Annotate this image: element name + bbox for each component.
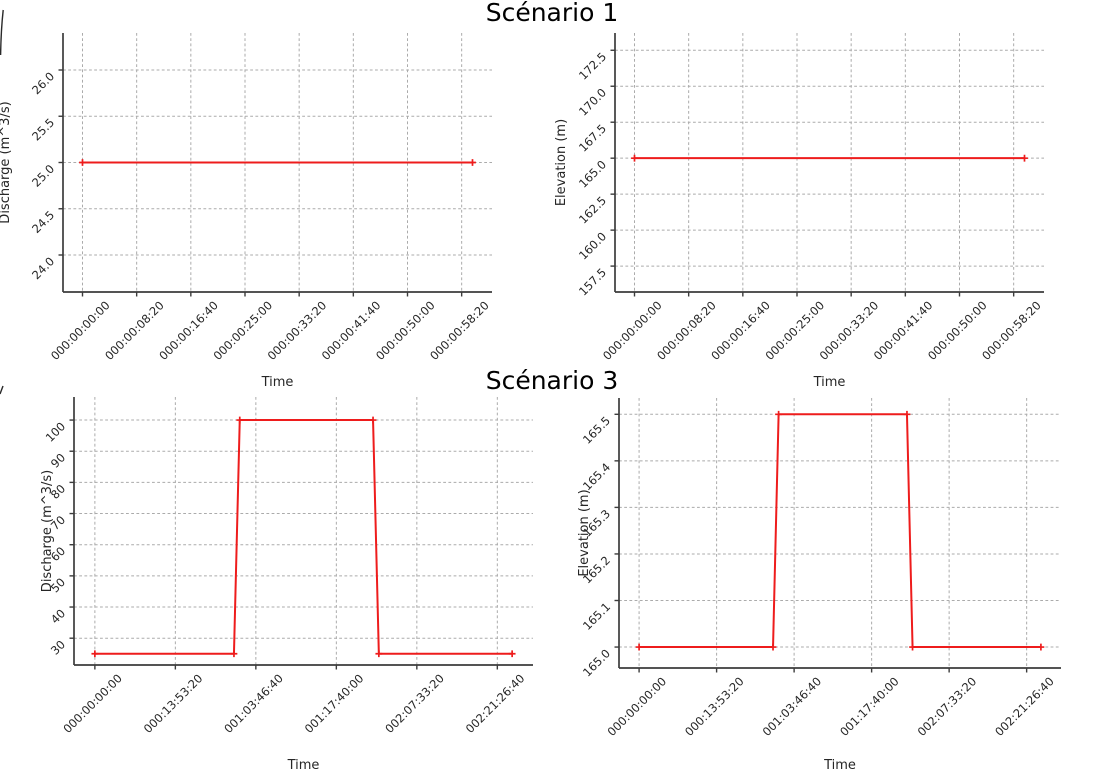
y-tick-label: 24.5 xyxy=(29,208,57,236)
data-point-marker xyxy=(1037,643,1045,651)
x-tick-label: 000:00:00:00 xyxy=(605,674,670,739)
y-tick-label: 167.5 xyxy=(576,121,609,154)
y-tick-label: 100 xyxy=(43,419,68,444)
y-tick-label: 162.5 xyxy=(576,193,609,226)
x-tick-label: 002:21:26:40 xyxy=(992,674,1057,739)
y-tick-label: 90 xyxy=(48,450,68,470)
x-axis-label: Time xyxy=(287,758,320,773)
series-line xyxy=(638,413,1042,649)
data-point-marker xyxy=(469,159,476,166)
y-axis-label: Discharge (m^3/s) xyxy=(40,470,55,592)
x-axis-label: Time xyxy=(261,375,294,390)
x-tick-label: 001:17:40:00 xyxy=(302,671,367,736)
y-axis-label: Discharge (m^3/s) xyxy=(0,101,13,223)
x-tick-label: 001:03:46:40 xyxy=(221,671,286,736)
x-axis-label: Time xyxy=(823,758,856,773)
data-point-marker xyxy=(635,643,643,651)
chart-scenario3-discharge: 000:00:00:00 000:13:53:20 001:03:46:40 001:… xyxy=(0,385,552,777)
data-point-marker xyxy=(91,650,99,658)
data-point-marker xyxy=(369,416,377,424)
y-tick-label: 165.1 xyxy=(580,600,613,633)
data-point-marker xyxy=(769,643,777,651)
x-tick-label: 002:07:33:20 xyxy=(915,674,980,739)
x-tick-label: 000:13:53:20 xyxy=(141,671,206,736)
x-tick-label: 000:00:00:00 xyxy=(60,671,125,736)
data-point-marker xyxy=(1021,154,1028,162)
x-tick-label: 002:07:33:20 xyxy=(382,671,447,736)
chart-scenario1-discharge: 000:00:00:00 000:00:08:20 000:00:16:40 000:… xyxy=(0,0,552,392)
y-tick-label: 170.0 xyxy=(576,85,609,118)
data-point-marker xyxy=(230,650,238,658)
plot-top-right: 000:00:00:00000:00:08:20000:00:16:40000:… xyxy=(554,33,1044,390)
x-tick-label: 000:13:53:20 xyxy=(682,674,747,739)
suptitle-scenario-1: Scénario 1 xyxy=(485,0,619,27)
data-point-marker xyxy=(775,410,783,418)
chart-scenario3-elevation: 000:00:00:00 000:13:53:20 001:03:46:40 001:… xyxy=(552,385,1104,777)
x-tick-label: 001:03:46:40 xyxy=(760,674,825,739)
data-point-marker xyxy=(508,650,516,658)
x-tick-label: 001:17:40:00 xyxy=(837,674,902,739)
y-axis-label: Elevation (m) xyxy=(554,119,569,206)
y-tick-label: 172.5 xyxy=(576,49,609,82)
y-tick-label: 165.0 xyxy=(580,646,613,679)
plot-bottom-right: 000:00:00:00 000:13:53:20 001:03:46:40 001:… xyxy=(577,398,1061,773)
y-tick-label: 25.0 xyxy=(29,162,57,190)
y-tick-label: 40 xyxy=(48,606,68,626)
chart-scenario1-elevation: 000:00:00:00 000:00:08:20 000:00:16:40 000:… xyxy=(552,0,1104,392)
x-axis-label: Time xyxy=(813,375,846,390)
data-point-marker xyxy=(236,416,244,424)
data-point-marker xyxy=(375,650,383,658)
y-tick-label: 165.4 xyxy=(580,460,613,493)
plot-bottom-left: 000:00:00:00 000:13:53:20 001:03:46:40 001:… xyxy=(40,397,533,773)
data-point-marker xyxy=(909,643,916,651)
y-tick-label: 30 xyxy=(48,637,68,657)
data-point-marker xyxy=(79,159,86,166)
y-axis-label: Elevation (m) xyxy=(577,489,592,576)
y-tick-label: 25.5 xyxy=(29,115,57,143)
data-point-marker xyxy=(631,154,638,162)
data-point-marker xyxy=(903,410,911,418)
y-tick-label: 26.0 xyxy=(29,69,57,97)
series-line xyxy=(93,419,514,655)
y-tick-label: 165.0 xyxy=(576,157,609,190)
plot-top-left: 000:00:00:00000:00:08:20000:00:16:40000:… xyxy=(0,33,492,390)
suptitle-scenario-3: Scénario 3 xyxy=(485,366,619,395)
y-tick-label: 160.0 xyxy=(576,229,609,262)
y-tick-label: 24.0 xyxy=(29,254,57,282)
y-tick-label: 165.5 xyxy=(580,414,613,447)
y-tick-label: 157.5 xyxy=(576,265,609,298)
x-tick-label: 002:21:26:40 xyxy=(463,671,528,736)
